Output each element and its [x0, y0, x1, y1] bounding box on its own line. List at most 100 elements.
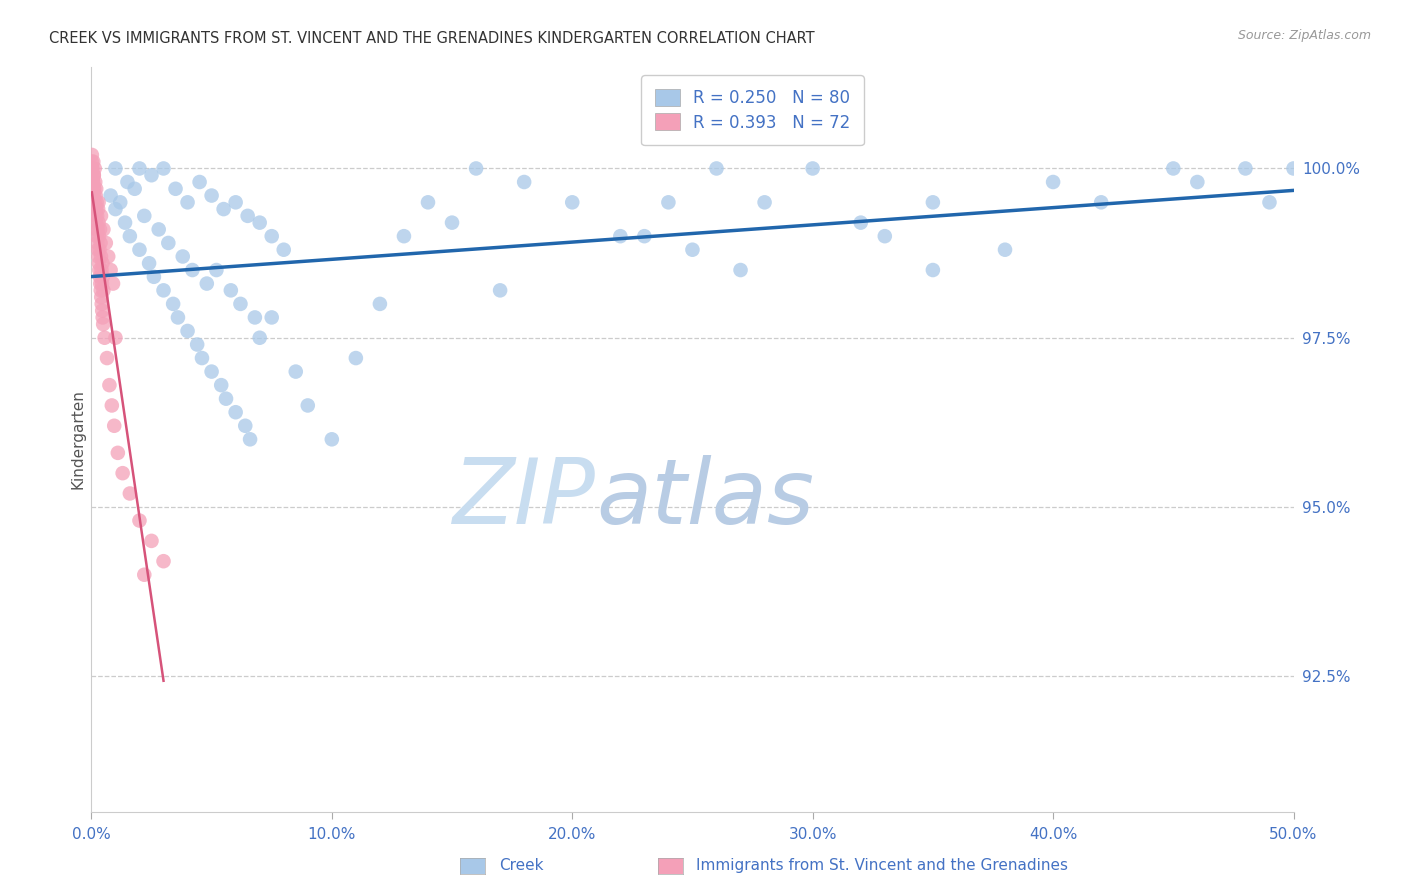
- Point: [176, 324, 198, 338]
- Point: [1258, 195, 1281, 210]
- Point: [86, 195, 108, 210]
- Point: [152, 161, 174, 176]
- Point: [84, 202, 107, 216]
- Point: [96, 351, 118, 365]
- Point: [176, 195, 198, 210]
- Point: [86, 222, 108, 236]
- Point: [1282, 161, 1305, 176]
- Point: [249, 216, 271, 230]
- Point: [205, 263, 228, 277]
- Point: [97, 250, 120, 264]
- Point: [1234, 161, 1257, 176]
- Point: [141, 533, 163, 548]
- Point: [82, 161, 104, 176]
- Point: [219, 283, 242, 297]
- Point: [167, 310, 190, 325]
- Point: [89, 235, 111, 250]
- Point: [225, 405, 247, 419]
- Point: [730, 263, 752, 277]
- Point: [344, 351, 367, 365]
- Point: [188, 175, 211, 189]
- Point: [82, 175, 104, 189]
- Point: [90, 209, 112, 223]
- Point: [118, 229, 141, 244]
- Point: [849, 216, 872, 230]
- Point: [91, 269, 114, 284]
- Point: [229, 297, 252, 311]
- Text: ZIP: ZIP: [453, 455, 596, 543]
- Point: [103, 418, 125, 433]
- Point: [922, 195, 945, 210]
- Point: [94, 235, 117, 250]
- Point: [93, 222, 115, 236]
- Text: Creek: Creek: [499, 858, 544, 872]
- Point: [86, 209, 108, 223]
- Point: [1042, 175, 1064, 189]
- Point: [191, 351, 214, 365]
- Point: [706, 161, 728, 176]
- Point: [91, 310, 114, 325]
- Point: [440, 216, 463, 230]
- Point: [1187, 175, 1209, 189]
- Point: [209, 378, 232, 392]
- Point: [609, 229, 631, 244]
- Point: [89, 263, 111, 277]
- Point: [86, 235, 108, 250]
- Point: [82, 175, 104, 189]
- Point: [90, 263, 112, 277]
- Point: [200, 365, 222, 379]
- Point: [416, 195, 439, 210]
- Point: [84, 209, 107, 223]
- Point: [90, 290, 112, 304]
- Point: [91, 317, 114, 331]
- Point: [90, 297, 112, 311]
- Point: [561, 195, 583, 210]
- Point: [134, 209, 156, 223]
- Point: [80, 148, 103, 162]
- Point: [873, 229, 896, 244]
- Point: [513, 175, 536, 189]
- Point: [1090, 195, 1112, 210]
- Point: [134, 567, 156, 582]
- Point: [633, 229, 655, 244]
- Point: [225, 195, 247, 210]
- Point: [489, 283, 512, 297]
- Point: [87, 250, 110, 264]
- Point: [114, 216, 136, 230]
- Point: [128, 514, 150, 528]
- Point: [84, 188, 107, 202]
- Point: [87, 243, 110, 257]
- Point: [87, 229, 110, 244]
- Text: atlas: atlas: [596, 455, 814, 543]
- Point: [172, 250, 194, 264]
- Point: [284, 365, 307, 379]
- Point: [239, 432, 262, 446]
- Point: [162, 297, 184, 311]
- Point: [87, 195, 110, 210]
- Point: [84, 202, 107, 216]
- Point: [1161, 161, 1184, 176]
- Point: [89, 269, 111, 284]
- Text: CREEK VS IMMIGRANTS FROM ST. VINCENT AND THE GRENADINES KINDERGARTEN CORRELATION: CREEK VS IMMIGRANTS FROM ST. VINCENT AND…: [49, 31, 815, 46]
- Point: [101, 277, 124, 291]
- Point: [142, 269, 165, 284]
- Point: [260, 229, 283, 244]
- Point: [104, 202, 127, 216]
- Point: [82, 168, 104, 182]
- Point: [89, 277, 111, 291]
- Legend: R = 0.250   N = 80, R = 0.393   N = 72: R = 0.250 N = 80, R = 0.393 N = 72: [641, 75, 863, 145]
- Y-axis label: Kindergarten: Kindergarten: [70, 390, 86, 489]
- Point: [681, 243, 703, 257]
- Point: [243, 310, 266, 325]
- Point: [273, 243, 295, 257]
- Point: [91, 256, 114, 270]
- Point: [368, 297, 391, 311]
- Point: [186, 337, 208, 351]
- Point: [124, 182, 146, 196]
- Point: [100, 188, 122, 202]
- Text: Source: ZipAtlas.com: Source: ZipAtlas.com: [1237, 29, 1371, 42]
- Point: [86, 229, 108, 244]
- Point: [260, 310, 283, 325]
- Point: [657, 195, 679, 210]
- Point: [157, 235, 180, 250]
